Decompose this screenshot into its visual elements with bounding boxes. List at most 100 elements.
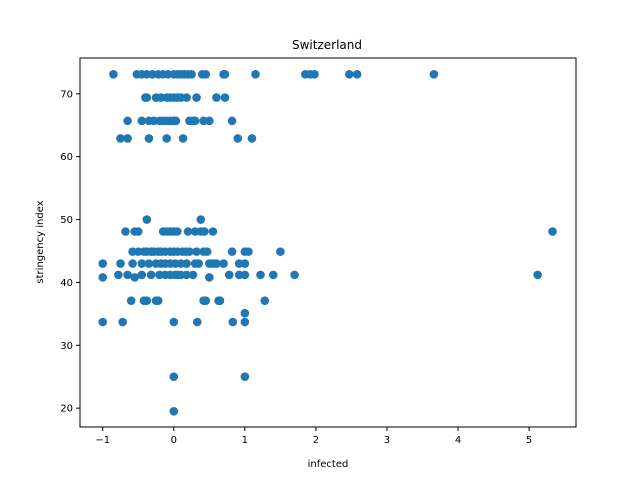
x-axis-label: infected [308, 459, 349, 470]
y-tick-label: 20 [60, 404, 73, 415]
data-point [200, 227, 209, 236]
data-point [240, 372, 250, 382]
data-point [178, 134, 188, 143]
data-point [137, 270, 147, 280]
data-point [233, 134, 243, 143]
data-point [228, 317, 238, 327]
data-point [109, 70, 118, 79]
data-point [173, 227, 182, 236]
y-tick-label: 40 [60, 278, 73, 289]
data-point [202, 247, 212, 256]
data-point [208, 227, 218, 236]
x-axis-ticks: −1 0 1 2 3 4 5 [95, 427, 532, 446]
data-point [192, 317, 202, 327]
data-point [142, 93, 152, 102]
data-point [118, 317, 127, 327]
x-tick-label: −1 [95, 435, 110, 446]
data-point [345, 70, 354, 79]
y-tick-label: 60 [60, 152, 73, 163]
data-point [116, 134, 125, 143]
data-point [290, 270, 299, 280]
data-point [220, 93, 230, 102]
data-point [240, 270, 250, 280]
data-point [123, 116, 132, 126]
data-point [205, 273, 214, 282]
data-point [429, 70, 439, 79]
x-tick-label: 2 [313, 435, 319, 446]
data-point [137, 116, 147, 126]
data-point [123, 134, 132, 143]
data-point [169, 406, 179, 416]
data-point [220, 70, 230, 79]
data-point [227, 247, 237, 256]
data-point [224, 270, 234, 280]
x-tick-label: 4 [455, 435, 461, 446]
data-point [240, 317, 250, 327]
data-point [219, 259, 228, 268]
data-point [268, 270, 278, 280]
data-point [190, 116, 200, 126]
data-point [116, 259, 125, 268]
data-point [162, 134, 171, 143]
data-point [212, 93, 221, 102]
y-tick-label: 70 [60, 89, 73, 100]
data-point [98, 259, 108, 268]
data-point [227, 116, 237, 126]
data-point [260, 296, 270, 305]
chart-title: Switzerland [292, 38, 362, 52]
x-tick-label: 3 [384, 435, 390, 446]
data-point [215, 296, 225, 305]
data-point [194, 259, 203, 268]
data-point [548, 227, 557, 236]
data-point [183, 227, 193, 236]
data-point [247, 134, 257, 143]
data-point [310, 70, 319, 79]
data-point [256, 270, 265, 280]
data-point [171, 116, 181, 126]
data-point [153, 296, 163, 305]
data-point [169, 372, 179, 382]
data-point [192, 247, 201, 256]
data-point [187, 70, 196, 79]
data-point [240, 259, 250, 268]
points-layer [98, 70, 557, 416]
data-point [244, 247, 253, 256]
data-point [240, 308, 250, 318]
data-point [276, 247, 285, 256]
data-point [533, 270, 542, 280]
data-point [98, 273, 108, 282]
data-point [144, 134, 154, 143]
data-point [185, 247, 194, 256]
data-point [188, 270, 198, 280]
data-point [146, 270, 156, 280]
data-point [196, 215, 206, 224]
data-point [123, 270, 132, 280]
plot-area-frame [79, 57, 577, 428]
x-tick-label: 0 [171, 435, 177, 446]
data-point [205, 116, 214, 126]
data-point [133, 227, 143, 236]
x-tick-label: 5 [526, 435, 532, 446]
data-point [130, 273, 140, 282]
data-point [169, 317, 179, 327]
data-point [142, 215, 152, 224]
y-tick-label: 30 [60, 341, 73, 352]
data-point [352, 70, 362, 79]
data-point [114, 270, 123, 280]
data-point [128, 259, 137, 268]
data-point [251, 70, 260, 79]
y-axis-ticks: 20 30 40 50 60 70 [60, 89, 80, 415]
data-point [142, 296, 152, 305]
data-point [192, 93, 201, 102]
y-tick-label: 50 [60, 215, 73, 226]
data-point [182, 270, 191, 280]
data-point [182, 259, 191, 268]
data-point [201, 70, 211, 79]
data-point [121, 227, 130, 236]
data-point [182, 93, 191, 102]
data-point [137, 259, 147, 268]
x-tick-label: 1 [242, 435, 248, 446]
data-point [126, 296, 136, 305]
